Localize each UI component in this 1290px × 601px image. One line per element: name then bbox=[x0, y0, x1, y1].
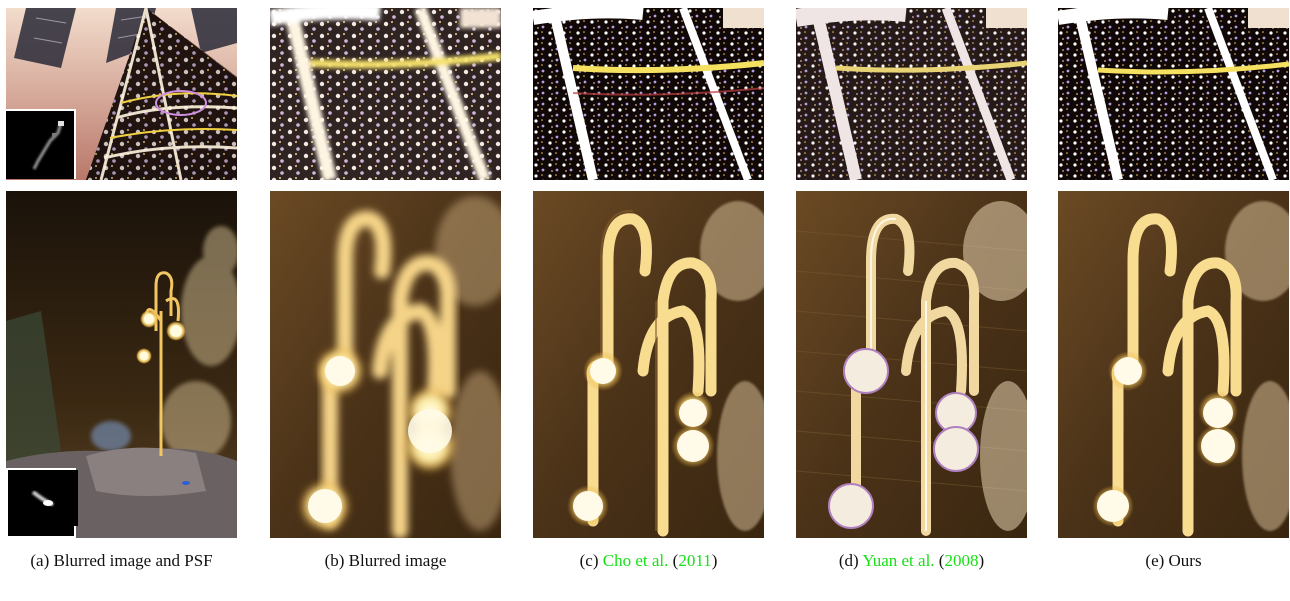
blurred-tree-overview bbox=[6, 8, 237, 180]
caption-a: (a) Blurred image and PSF bbox=[6, 550, 237, 572]
cho-tree-crop bbox=[533, 8, 764, 180]
caption-d: (d) Yuan et al. (2008) bbox=[838, 551, 985, 570]
psf-kernel-bottom bbox=[6, 468, 78, 538]
column-c bbox=[533, 8, 764, 538]
column-e bbox=[1058, 8, 1289, 538]
column-a bbox=[6, 8, 237, 538]
ours-lamp-crop bbox=[1058, 191, 1289, 538]
caption-e-label: (e) bbox=[1145, 551, 1165, 570]
yuan-lamp-crop bbox=[796, 191, 1027, 538]
caption-b-text: Blurred image bbox=[348, 551, 447, 570]
column-d bbox=[796, 8, 1027, 538]
caption-b: (b) Blurred image bbox=[270, 550, 501, 572]
caption-c-author-link[interactable]: Cho et al. bbox=[602, 551, 669, 570]
blurred-lamp-crop bbox=[270, 191, 501, 538]
caption-d-author-link[interactable]: Yuan et al. bbox=[862, 551, 935, 570]
psf-kernel-top bbox=[6, 109, 76, 179]
caption-a-text: Blurred image and PSF bbox=[53, 551, 213, 570]
blurred-tree-crop bbox=[270, 8, 501, 180]
caption-d-year-link[interactable]: 2008 bbox=[944, 551, 979, 570]
caption-b-label: (b) bbox=[324, 551, 345, 570]
blurred-streetlamp-overview bbox=[6, 191, 237, 538]
caption-d-label: (d) bbox=[838, 551, 859, 570]
caption-e: (e) Ours bbox=[1058, 550, 1289, 572]
ours-tree-crop bbox=[1058, 8, 1289, 180]
caption-c-year-link[interactable]: 2011 bbox=[678, 551, 712, 570]
caption-c: (c) Cho et al. (2011) bbox=[579, 551, 718, 570]
caption-e-text: Ours bbox=[1168, 551, 1202, 570]
caption-a-label: (a) bbox=[30, 551, 50, 570]
yuan-tree-crop bbox=[796, 8, 1027, 180]
cho-lamp-crop bbox=[533, 191, 764, 538]
caption-c-label: (c) bbox=[579, 551, 599, 570]
column-b bbox=[270, 8, 501, 538]
